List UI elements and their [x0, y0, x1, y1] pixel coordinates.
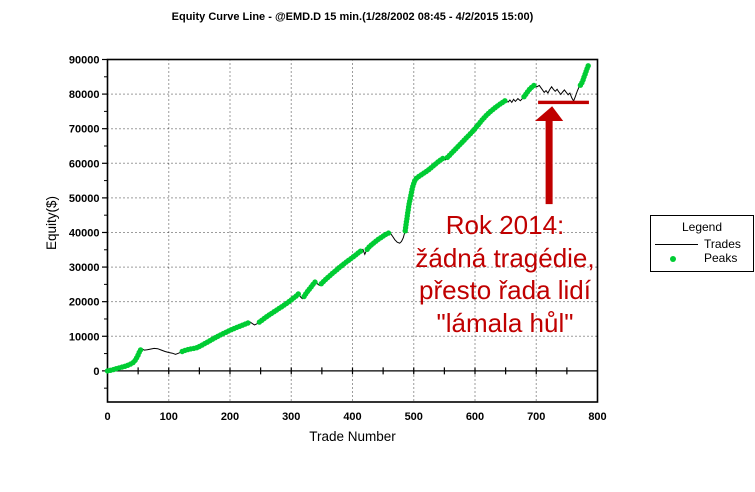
- y-tick-label: 80000: [69, 89, 100, 101]
- y-tick-label: 60000: [69, 158, 100, 170]
- chart-title: Equity Curve Line - @EMD.D 15 min.(1/28/…: [171, 11, 534, 23]
- peaks-dot-swatch-icon: [670, 256, 676, 262]
- x-tick-label: 500: [405, 411, 423, 423]
- peak-dot: [440, 155, 446, 162]
- x-tick-label: 100: [160, 411, 178, 423]
- annotation-line-3: přesto řada lidí: [419, 275, 591, 305]
- annotation-line-2: žádná tragédie,: [415, 242, 595, 273]
- y-tick-label: 90000: [69, 55, 100, 67]
- x-axis-title: Trade Number: [309, 429, 396, 444]
- peak-dot: [357, 248, 364, 254]
- legend-title: Legend: [681, 220, 723, 234]
- red-arrow-shaft: [545, 120, 553, 205]
- peak-dot: [531, 82, 537, 89]
- legend-label-trades: Trades: [704, 237, 741, 251]
- trades-line-swatch-icon: [655, 244, 698, 245]
- y-tick-label: 70000: [69, 124, 100, 136]
- peak-dot: [502, 98, 508, 104]
- plot-frame: [106, 58, 599, 403]
- peak-dot: [585, 63, 591, 69]
- peak-dot: [245, 320, 251, 326]
- y-tick-label: 40000: [69, 227, 100, 239]
- red-level-line: [538, 100, 589, 105]
- peak-dot: [312, 279, 318, 285]
- y-tick-label: 20000: [69, 297, 100, 309]
- peak-dot: [295, 291, 301, 297]
- annotation-line-1: Rok 2014:: [445, 210, 565, 240]
- annotation-line-4: "lámala hůl": [436, 307, 574, 338]
- y-axis-title: Equity($): [44, 196, 59, 250]
- x-tick-label: 200: [221, 411, 239, 423]
- x-tick-label: 0: [104, 411, 110, 423]
- x-tick-label: 800: [588, 411, 606, 423]
- y-tick-label: 0: [93, 366, 99, 378]
- y-tick-label: 10000: [69, 331, 100, 343]
- legend-box: Legend Trades Peaks: [650, 215, 754, 272]
- x-tick-label: 600: [466, 411, 484, 423]
- x-tick-label: 700: [527, 411, 545, 423]
- peaks-dots: [104, 63, 591, 374]
- annotation-text: Rok 2014: žádná tragédie, přesto řada li…: [374, 209, 636, 339]
- y-tick-label: 50000: [69, 193, 100, 205]
- red-arrow-head-icon: [535, 106, 564, 122]
- y-tick-label: 30000: [69, 262, 100, 274]
- x-tick-label: 400: [343, 411, 361, 423]
- x-tick-label: 300: [282, 411, 300, 423]
- peak-dot: [385, 230, 392, 236]
- peak-dot: [137, 347, 144, 353]
- legend-label-peaks: Peaks: [704, 251, 738, 265]
